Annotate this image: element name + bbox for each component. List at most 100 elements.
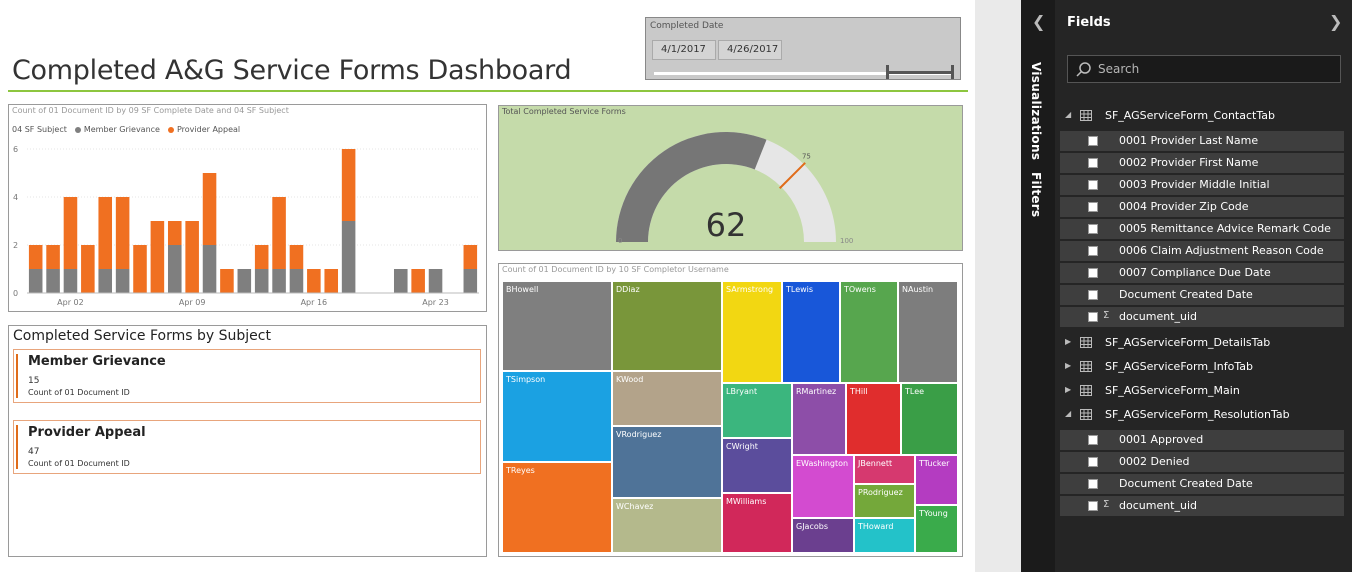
bar-segment-provider-appeal[interactable] bbox=[254, 245, 269, 269]
treemap-tile[interactable]: LBryant bbox=[722, 383, 792, 438]
bar-segment-member-grievance[interactable] bbox=[237, 269, 252, 293]
bar-segment-member-grievance[interactable] bbox=[393, 269, 408, 293]
tab-filters[interactable]: Filters bbox=[1029, 172, 1043, 218]
field-checkbox[interactable] bbox=[1088, 136, 1098, 146]
field-item[interactable]: 0002 Denied bbox=[1060, 452, 1344, 472]
treemap-tile[interactable]: SArmstrong bbox=[722, 281, 782, 383]
treemap-tile[interactable]: JBennett bbox=[854, 455, 915, 484]
legend-member-grievance[interactable]: Member Grievance bbox=[83, 125, 160, 134]
field-item[interactable]: 0007 Compliance Due Date bbox=[1060, 263, 1344, 283]
bar-segment-member-grievance[interactable] bbox=[272, 269, 286, 293]
bar-segment-provider-appeal[interactable] bbox=[272, 197, 286, 269]
field-item[interactable]: 0006 Claim Adjustment Reason Code bbox=[1060, 241, 1344, 261]
bar-segment-member-grievance[interactable] bbox=[341, 221, 356, 293]
field-item[interactable]: 0002 Provider First Name bbox=[1060, 153, 1344, 173]
bar-segment-provider-appeal[interactable] bbox=[150, 221, 165, 293]
field-checkbox[interactable] bbox=[1088, 180, 1098, 190]
field-item[interactable]: 0004 Provider Zip Code bbox=[1060, 197, 1344, 217]
bar-segment-provider-appeal[interactable] bbox=[133, 245, 147, 293]
field-checkbox[interactable] bbox=[1088, 479, 1098, 489]
bar-segment-member-grievance[interactable] bbox=[63, 269, 78, 293]
bar-segment-provider-appeal[interactable] bbox=[202, 173, 217, 245]
slider-track[interactable] bbox=[654, 72, 954, 75]
field-checkbox[interactable] bbox=[1088, 312, 1098, 322]
treemap-tile[interactable]: PRodriguez bbox=[854, 484, 915, 518]
expanded-icon[interactable]: ◢ bbox=[1065, 110, 1072, 119]
field-item[interactable]: Document Created Date bbox=[1060, 285, 1344, 305]
field-checkbox[interactable] bbox=[1088, 501, 1098, 511]
table-node[interactable]: ◢ SF_AGServiceForm_ResolutionTab bbox=[1061, 405, 1345, 425]
field-checkbox[interactable] bbox=[1088, 290, 1098, 300]
date-slicer[interactable]: Completed Date 4/1/2017 4/26/2017 bbox=[645, 17, 961, 80]
collapsed-icon[interactable]: ▶ bbox=[1065, 361, 1072, 370]
bar-segment-member-grievance[interactable] bbox=[46, 269, 60, 293]
bar-segment-provider-appeal[interactable] bbox=[115, 197, 130, 269]
expanded-icon[interactable]: ◢ bbox=[1065, 409, 1072, 418]
chevron-left-icon[interactable]: ❮ bbox=[1032, 12, 1046, 31]
bar-chart-visual[interactable]: Count of 01 Document ID by 09 SF Complet… bbox=[8, 104, 487, 312]
bar-segment-provider-appeal[interactable] bbox=[411, 269, 425, 293]
table-node[interactable]: ◢ SF_AGServiceForm_ContactTab bbox=[1061, 106, 1345, 126]
treemap-tile[interactable]: WChavez bbox=[612, 498, 722, 553]
bar-segment-member-grievance[interactable] bbox=[202, 245, 217, 293]
treemap-tile[interactable]: GJacobs bbox=[792, 518, 854, 553]
bar-segment-provider-appeal[interactable] bbox=[463, 245, 478, 269]
collapsed-icon[interactable]: ▶ bbox=[1065, 337, 1072, 346]
subject-kpi-visual[interactable]: Completed Service Forms by Subject Membe… bbox=[8, 325, 487, 557]
treemap-tile[interactable]: DDiaz bbox=[612, 281, 722, 371]
bar-segment-provider-appeal[interactable] bbox=[81, 245, 95, 293]
treemap-tile[interactable]: KWood bbox=[612, 371, 722, 426]
treemap-tile[interactable]: TYoung bbox=[915, 505, 958, 553]
field-item[interactable]: 0001 Approved bbox=[1060, 430, 1344, 450]
bar-segment-member-grievance[interactable] bbox=[289, 269, 304, 293]
treemap-tile[interactable]: TReyes bbox=[502, 462, 612, 553]
treemap-tile[interactable]: TLewis bbox=[782, 281, 840, 383]
treemap-tile[interactable]: MWilliams bbox=[722, 493, 792, 553]
field-checkbox[interactable] bbox=[1088, 457, 1098, 467]
bar-segment-provider-appeal[interactable] bbox=[220, 269, 234, 293]
treemap-tile[interactable]: NAustin bbox=[898, 281, 958, 383]
field-item[interactable]: Document Created Date bbox=[1060, 474, 1344, 494]
treemap-tile[interactable]: THill bbox=[846, 383, 901, 455]
table-node[interactable]: ▶ SF_AGServiceForm_DetailsTab bbox=[1061, 333, 1345, 353]
treemap-tile[interactable]: EWashington bbox=[792, 455, 854, 518]
bar-segment-provider-appeal[interactable] bbox=[63, 197, 78, 269]
chevron-right-icon[interactable]: ❯ bbox=[1329, 12, 1343, 31]
bar-segment-provider-appeal[interactable] bbox=[341, 149, 356, 221]
treemap-tile[interactable]: TTucker bbox=[915, 455, 958, 505]
kpi-card-member-grievance[interactable]: Member Grievance 15 Count of 01 Document… bbox=[13, 349, 481, 403]
field-checkbox[interactable] bbox=[1088, 435, 1098, 445]
field-item[interactable]: 0001 Provider Last Name bbox=[1060, 131, 1344, 151]
legend-provider-appeal[interactable]: Provider Appeal bbox=[176, 125, 241, 134]
treemap-tile[interactable]: VRodriguez bbox=[612, 426, 722, 498]
treemap-tile[interactable]: CWright bbox=[722, 438, 792, 493]
field-checkbox[interactable] bbox=[1088, 268, 1098, 278]
field-checkbox[interactable] bbox=[1088, 202, 1098, 212]
treemap-tile[interactable]: RMartinez bbox=[792, 383, 846, 455]
treemap-tile[interactable]: TSimpson bbox=[502, 371, 612, 462]
bar-segment-provider-appeal[interactable] bbox=[167, 221, 182, 245]
table-node[interactable]: ▶ SF_AGServiceForm_Main bbox=[1061, 381, 1345, 401]
bar-segment-provider-appeal[interactable] bbox=[185, 221, 199, 293]
bar-segment-member-grievance[interactable] bbox=[254, 269, 269, 293]
field-checkbox[interactable] bbox=[1088, 224, 1098, 234]
bar-segment-provider-appeal[interactable] bbox=[46, 245, 60, 269]
treemap-tile[interactable]: TLee bbox=[901, 383, 958, 455]
slider-end-handle[interactable] bbox=[951, 65, 954, 79]
tab-visualizations[interactable]: Visualizations bbox=[1029, 62, 1043, 161]
gauge-visual[interactable]: Total Completed Service Forms 75 62 0 100 bbox=[498, 105, 963, 251]
field-item[interactable]: 0005 Remittance Advice Remark Code bbox=[1060, 219, 1344, 239]
treemap-tile[interactable]: TOwens bbox=[840, 281, 898, 383]
collapsed-icon[interactable]: ▶ bbox=[1065, 385, 1072, 394]
search-input[interactable] bbox=[1098, 59, 1334, 79]
bar-segment-member-grievance[interactable] bbox=[115, 269, 130, 293]
bar-segment-member-grievance[interactable] bbox=[28, 269, 43, 293]
kpi-card-provider-appeal[interactable]: Provider Appeal 47 Count of 01 Document … bbox=[13, 420, 481, 474]
treemap-tile[interactable]: BHowell bbox=[502, 281, 612, 371]
bar-segment-member-grievance[interactable] bbox=[98, 269, 113, 293]
bar-segment-provider-appeal[interactable] bbox=[28, 245, 43, 269]
slider-start-handle[interactable] bbox=[886, 65, 889, 79]
bar-segment-member-grievance[interactable] bbox=[428, 269, 443, 293]
